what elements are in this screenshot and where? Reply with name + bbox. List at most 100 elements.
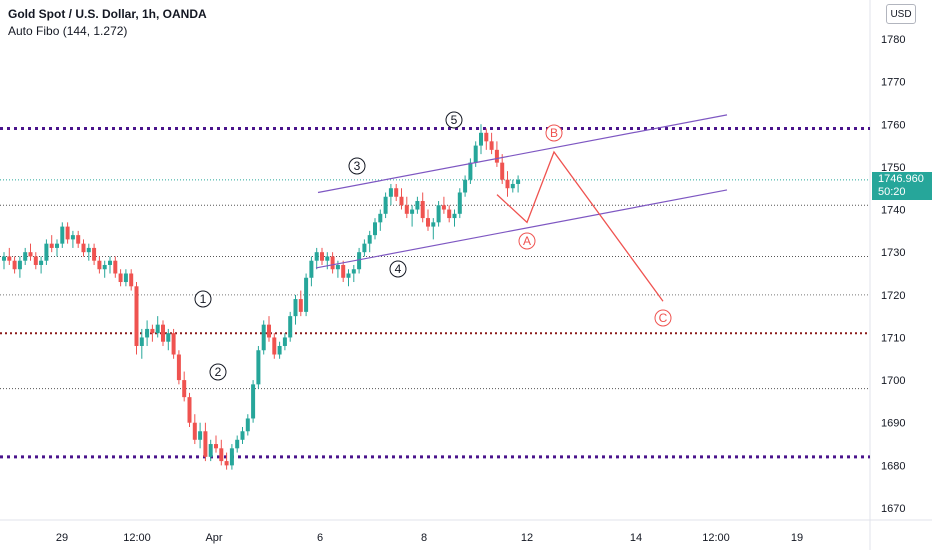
candle-body[interactable] [320, 252, 324, 261]
candle-body[interactable] [410, 209, 415, 214]
wave-label-circle[interactable] [194, 290, 212, 308]
candle-body[interactable] [219, 448, 224, 462]
candle-body[interactable] [60, 226, 65, 244]
candle-body[interactable] [267, 324, 271, 338]
candle-body[interactable] [394, 188, 399, 197]
candle-body[interactable] [166, 333, 171, 342]
candle-body[interactable] [298, 299, 303, 312]
candle-body[interactable] [314, 252, 319, 261]
currency-button[interactable]: USD [886, 4, 916, 24]
candle-body[interactable] [335, 264, 340, 270]
candle-body[interactable] [86, 247, 91, 253]
candle-body[interactable] [277, 345, 282, 355]
candle-body[interactable] [373, 222, 377, 236]
candle-body[interactable] [457, 192, 462, 214]
candle-body[interactable] [198, 431, 203, 440]
candle-body[interactable] [494, 149, 499, 163]
candle-body[interactable] [150, 328, 155, 334]
candle-body[interactable] [182, 380, 187, 398]
candle-body[interactable] [468, 162, 473, 180]
candle-body[interactable] [65, 226, 70, 240]
candle-body[interactable] [441, 205, 446, 210]
candle-body[interactable] [330, 256, 335, 270]
candle-body[interactable] [479, 132, 483, 146]
candle-body[interactable] [447, 209, 452, 219]
candle-body[interactable] [378, 213, 383, 223]
candle-body[interactable] [240, 431, 245, 440]
candle-body[interactable] [129, 273, 134, 287]
candle-body[interactable] [92, 247, 97, 261]
candle-body[interactable] [49, 243, 54, 248]
candle-body[interactable] [351, 269, 356, 274]
candle-body[interactable] [426, 218, 430, 227]
candle-body[interactable] [516, 179, 521, 184]
candle-body[interactable] [293, 299, 298, 317]
candle-body[interactable] [288, 316, 293, 338]
candle-body[interactable] [431, 222, 436, 227]
candle-body[interactable] [404, 205, 409, 214]
candle-body[interactable] [23, 252, 28, 261]
channel-lower-line[interactable] [315, 189, 728, 269]
corrective-wave-circle[interactable] [518, 232, 536, 250]
wave-label-circle[interactable] [389, 260, 407, 278]
candle-body[interactable] [161, 324, 165, 342]
candle-body[interactable] [484, 132, 489, 142]
candle-body[interactable] [33, 256, 38, 265]
candle-body[interactable] [55, 243, 59, 248]
symbol-title[interactable]: Gold Spot / U.S. Dollar, 1h, OANDA [8, 7, 207, 21]
candle-body[interactable] [76, 235, 81, 244]
candle-body[interactable] [102, 264, 107, 270]
candle-body[interactable] [388, 188, 393, 197]
candle-body[interactable] [489, 141, 494, 150]
candle-body[interactable] [187, 397, 192, 423]
candle-body[interactable] [139, 337, 144, 346]
candle-body[interactable] [229, 448, 234, 466]
wave-label-circle[interactable] [209, 363, 227, 381]
candle-body[interactable] [214, 444, 218, 449]
candle-body[interactable] [251, 384, 256, 419]
candle-body[interactable] [357, 252, 362, 270]
candle-body[interactable] [367, 235, 372, 244]
corrective-wave-circle[interactable] [654, 309, 672, 327]
candle-body[interactable] [2, 256, 6, 261]
candle-body[interactable] [28, 252, 33, 257]
candle-body[interactable] [325, 256, 330, 261]
candle-body[interactable] [155, 324, 160, 334]
candle-body[interactable] [304, 277, 309, 312]
candle-body[interactable] [272, 337, 277, 355]
abc-projection-path[interactable] [496, 150, 664, 302]
candle-body[interactable] [399, 196, 404, 206]
candle-body[interactable] [7, 256, 12, 261]
candle-body[interactable] [510, 183, 515, 189]
candle-body[interactable] [505, 179, 510, 189]
candle-body[interactable] [70, 235, 75, 240]
candle-body[interactable] [171, 333, 176, 355]
corrective-wave-circle[interactable] [545, 124, 563, 142]
candle-body[interactable] [500, 162, 505, 180]
candle-body[interactable] [17, 260, 22, 270]
candle-body[interactable] [208, 444, 213, 457]
candle-body[interactable] [97, 260, 102, 270]
candle-body[interactable] [203, 431, 208, 457]
candle-body[interactable] [415, 201, 420, 210]
candle-body[interactable] [192, 422, 197, 440]
candle-body[interactable] [341, 264, 346, 278]
candle-body[interactable] [235, 439, 240, 449]
candle-body[interactable] [108, 260, 112, 265]
candle-body[interactable] [12, 260, 17, 270]
candle-body[interactable] [134, 286, 139, 346]
wave-label-circle[interactable] [445, 111, 463, 129]
candle-body[interactable] [44, 243, 49, 261]
candle-body[interactable] [309, 260, 314, 278]
candle-body[interactable] [145, 328, 150, 338]
candle-body[interactable] [256, 350, 261, 385]
candle-body[interactable] [346, 273, 351, 278]
candle-body[interactable] [420, 201, 425, 219]
candle-body[interactable] [123, 273, 128, 283]
candle-body[interactable] [452, 213, 457, 219]
wave-label-circle[interactable] [348, 157, 366, 175]
indicator-label[interactable]: Auto Fibo (144, 1.272) [8, 24, 128, 38]
candle-body[interactable] [473, 145, 478, 163]
